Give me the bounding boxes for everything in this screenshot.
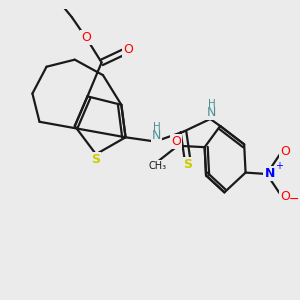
Text: −: −: [289, 193, 300, 206]
Text: H: H: [153, 122, 160, 132]
Text: N: N: [264, 167, 275, 181]
Text: O: O: [280, 190, 290, 203]
Text: S: S: [92, 153, 100, 166]
Text: N: N: [152, 129, 161, 142]
Text: N: N: [207, 106, 216, 119]
Text: +: +: [274, 161, 283, 171]
Text: O: O: [280, 145, 290, 158]
Text: O: O: [172, 135, 181, 148]
Text: O: O: [124, 43, 133, 56]
Text: S: S: [183, 158, 192, 171]
Text: CH₃: CH₃: [149, 160, 167, 170]
Text: O: O: [81, 31, 91, 44]
Text: H: H: [208, 99, 216, 109]
